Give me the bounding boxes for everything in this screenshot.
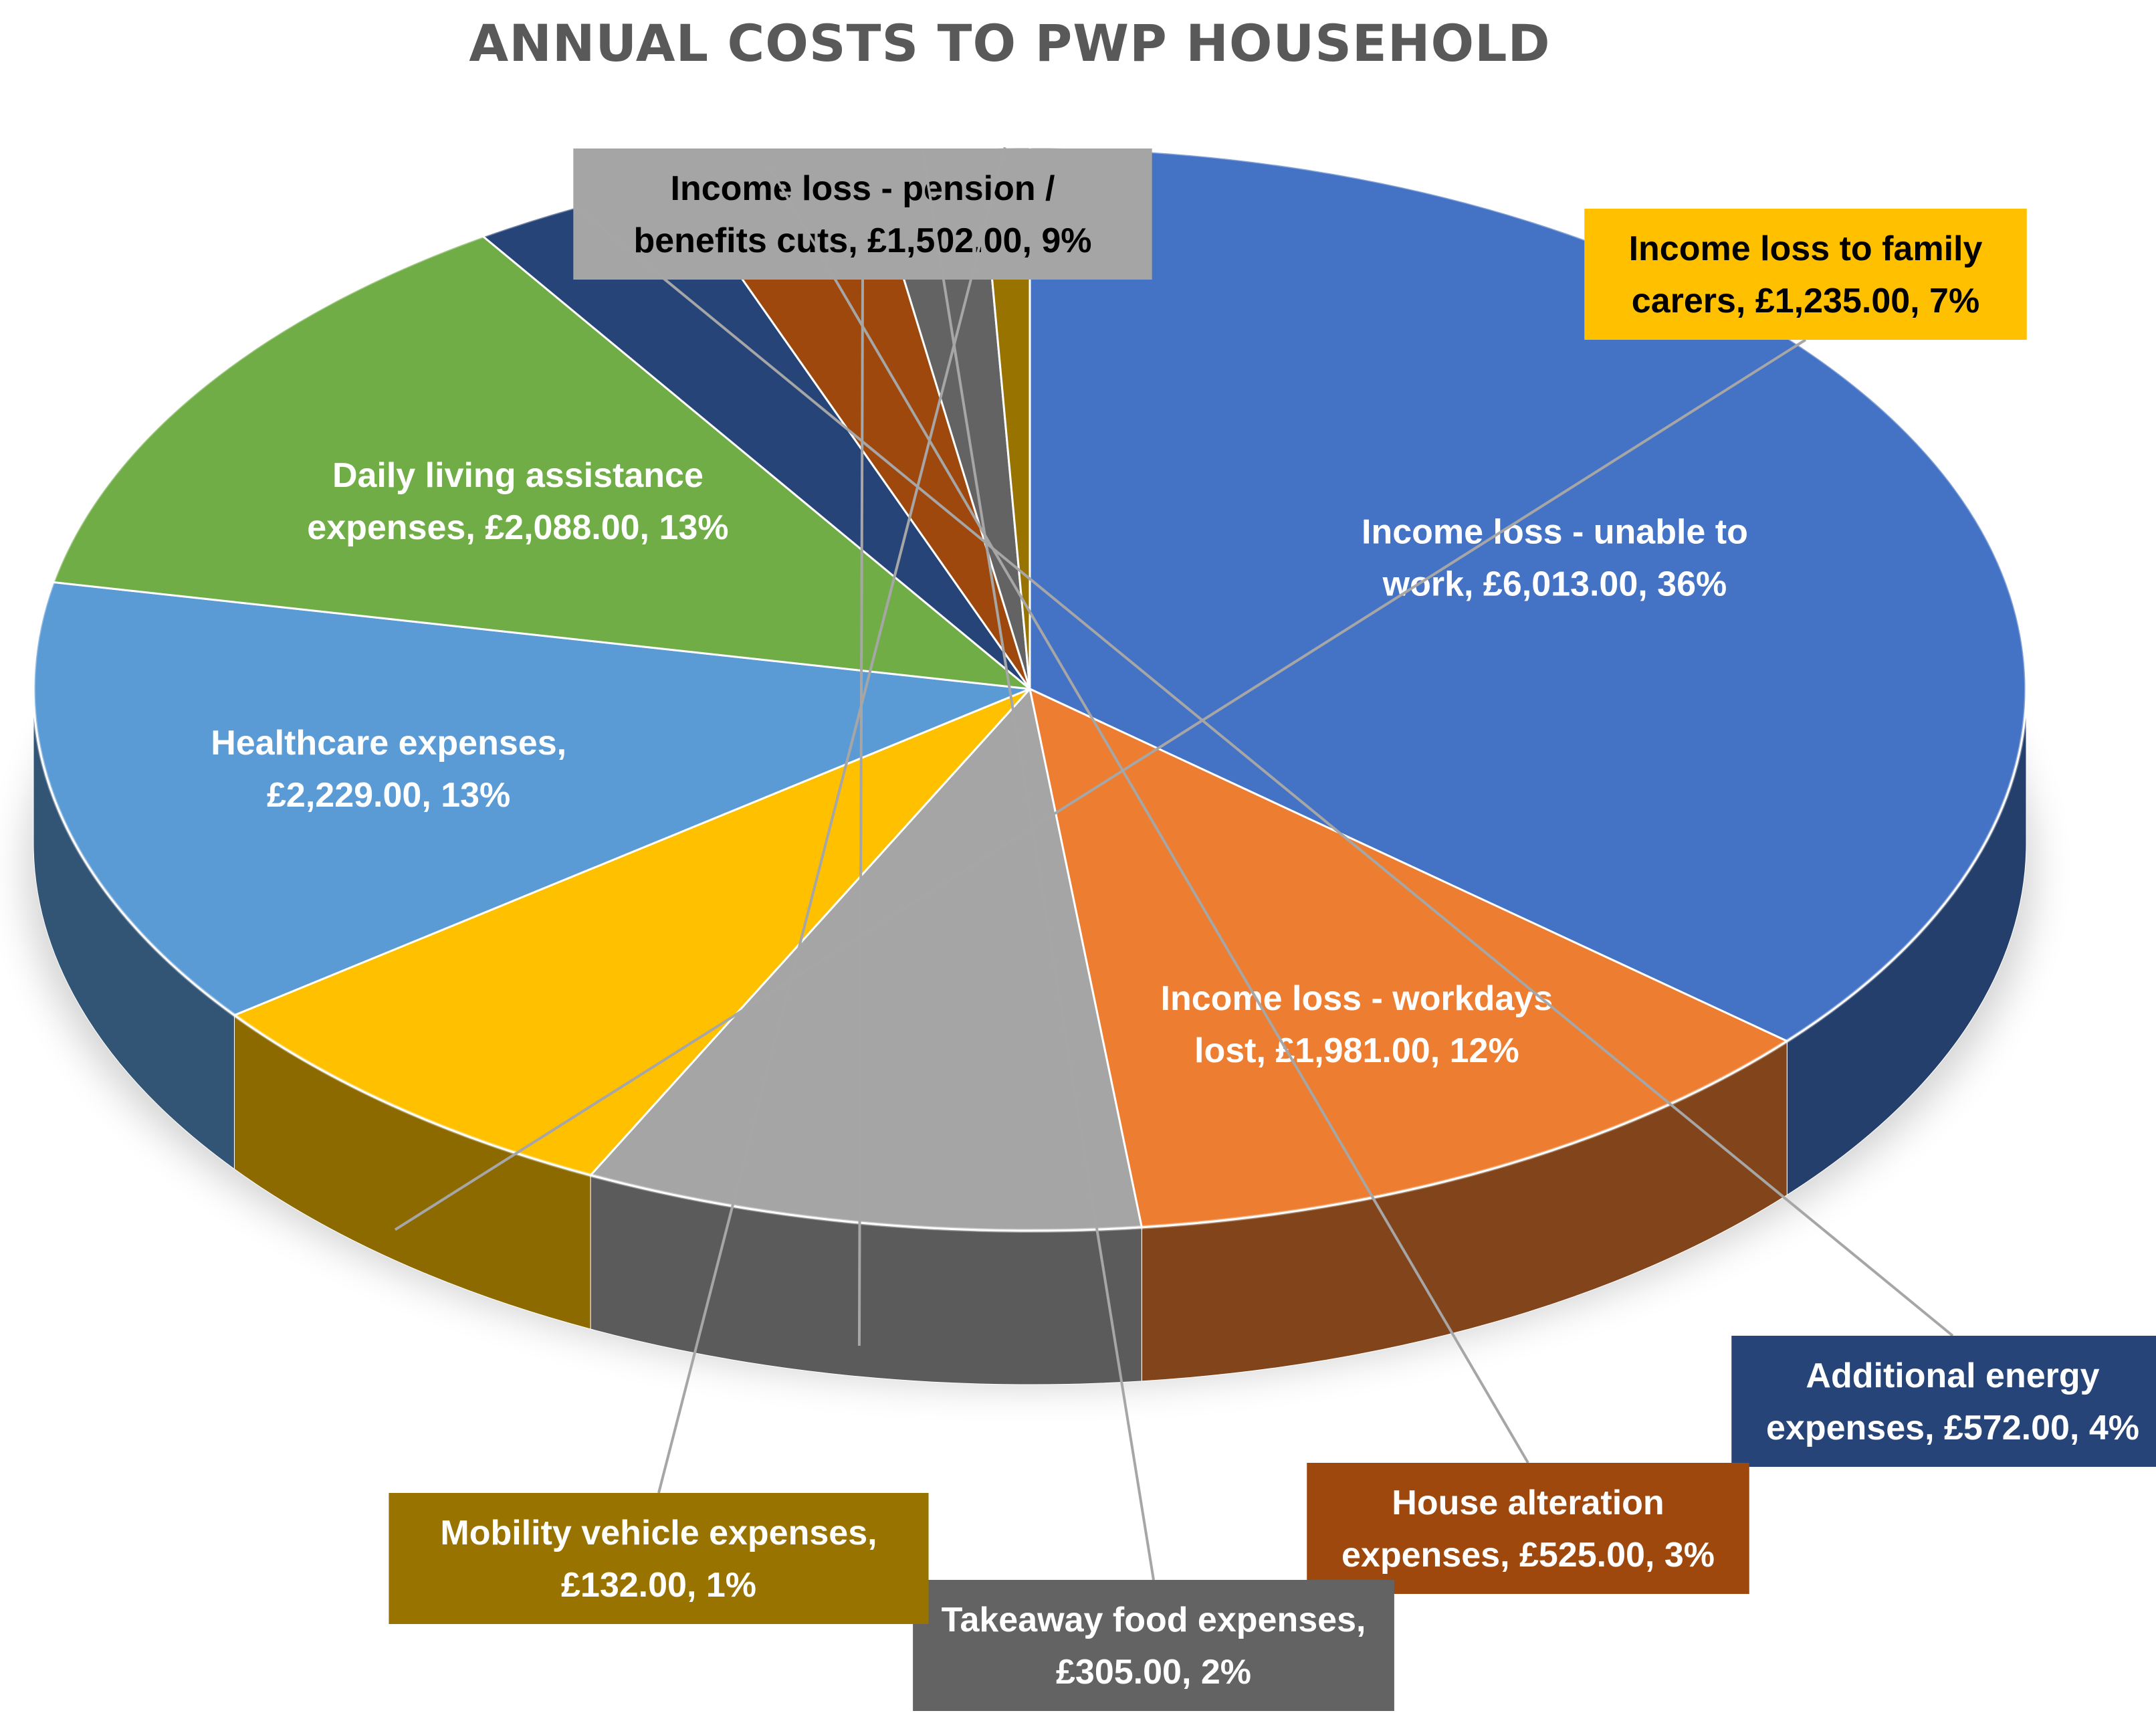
pie-slice-1 bbox=[1028, 687, 1790, 1229]
data-label-line: Healthcare expenses, bbox=[211, 724, 566, 763]
label-box-9 bbox=[389, 1493, 929, 1624]
pie-slice-3 bbox=[232, 688, 1031, 1177]
data-label-line: £2,229.00, 13% bbox=[267, 776, 510, 815]
data-label-line: benefits cuts, £1,502.00, 9% bbox=[633, 221, 1091, 260]
pie-slice-9 bbox=[978, 146, 1031, 690]
data-label-line: Mobility vehicle expenses, bbox=[440, 1514, 877, 1552]
data-label-line: £305.00, 2% bbox=[1056, 1653, 1251, 1692]
data-label-line: expenses, £572.00, 4% bbox=[1766, 1409, 2139, 1447]
data-label-7: House alteration expenses, £525.00, 3% bbox=[1341, 1484, 1715, 1575]
data-label-line: carers, £1,235.00, 7% bbox=[1632, 282, 1979, 320]
data-label-3: Income loss to family carers, £1,235.00, … bbox=[1629, 229, 1983, 320]
leader-line-8 bbox=[921, 150, 1155, 1581]
pie-slice-0 bbox=[1029, 146, 2028, 1043]
data-label-line: Daily living assistance bbox=[332, 456, 704, 495]
data-label-9: Mobility vehicle expenses, £132.00, 1% bbox=[440, 1514, 877, 1605]
label-box-8 bbox=[913, 1580, 1394, 1711]
data-label-line: lost, £1,981.00, 12% bbox=[1194, 1031, 1519, 1070]
data-label-6: Additional energy expenses, £572.00, 4% bbox=[1766, 1356, 2139, 1447]
label-box-7 bbox=[1307, 1463, 1749, 1594]
pie-slice-5 bbox=[51, 235, 1033, 691]
label-box-3 bbox=[1584, 209, 2027, 340]
leader-line-2 bbox=[857, 279, 864, 1346]
data-label-line: expenses, £2,088.00, 13% bbox=[307, 508, 728, 547]
data-label-line: Income loss - workdays bbox=[1161, 979, 1553, 1018]
data-label-line: Additional energy bbox=[1806, 1356, 2099, 1395]
leader-line-7 bbox=[767, 165, 1529, 1464]
pie-rim bbox=[31, 145, 2028, 1233]
data-label-4: Healthcare expenses, £2,229.00, 13% bbox=[211, 724, 566, 815]
data-label-line: Income loss to family bbox=[1629, 229, 1983, 268]
data-label-line: expenses, £525.00, 3% bbox=[1341, 1536, 1715, 1575]
data-label-1: Income loss - workdays lost, £1,981.00, 1… bbox=[1161, 979, 1553, 1070]
data-labels: Income loss - unable to work, £6,013.00, … bbox=[211, 146, 2156, 1711]
leader-line-9 bbox=[657, 146, 1006, 1494]
pie-slice-4 bbox=[32, 581, 1031, 1017]
data-label-5: Daily living assistance expenses, £2,088.… bbox=[307, 456, 728, 547]
leader-line-3 bbox=[394, 338, 1807, 1231]
label-box-2 bbox=[573, 148, 1152, 280]
data-label-8: Takeaway food expenses, £305.00, 2% bbox=[942, 1601, 1366, 1692]
data-label-line: £132.00, 1% bbox=[561, 1566, 756, 1605]
pie-top bbox=[31, 145, 2028, 1233]
data-label-line: work, £6,013.00, 36% bbox=[1382, 565, 1727, 604]
data-label-line: Takeaway food expenses, bbox=[942, 1601, 1366, 1639]
data-label-line: House alteration bbox=[1392, 1484, 1664, 1522]
label-box-6 bbox=[1731, 1336, 2156, 1467]
chart-title: ANNUAL COSTS TO PWP HOUSEHOLD bbox=[469, 13, 1551, 73]
data-label-line: Income loss - unable to bbox=[1362, 513, 1748, 552]
leader-line-6 bbox=[575, 205, 1954, 1337]
